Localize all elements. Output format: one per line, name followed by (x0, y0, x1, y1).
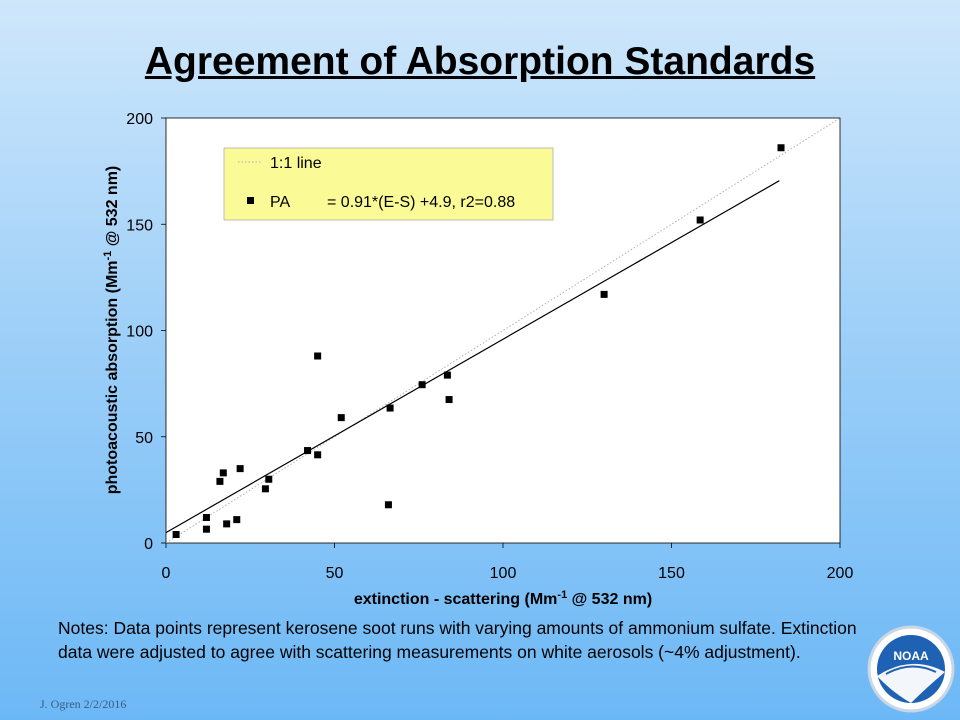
y-tick-label: 100 (126, 324, 153, 341)
data-point (445, 396, 453, 404)
y-tick-label: 50 (135, 430, 153, 447)
data-point (600, 290, 608, 298)
data-point (236, 465, 244, 473)
y-axis-ticks: 0 50 100 150 200 (126, 111, 166, 553)
data-point (386, 404, 394, 412)
noaa-logo-text: NOAA (893, 649, 929, 663)
data-point (223, 520, 231, 528)
legend-equation-pa: = 0.91*(E-S) +4.9, r2=0.88 (327, 194, 515, 211)
legend-box (223, 147, 554, 221)
data-point (216, 477, 224, 485)
x-tick-label: 150 (658, 565, 685, 582)
data-point (314, 451, 322, 459)
data-point (202, 514, 210, 521)
y-tick-label: 200 (126, 111, 153, 128)
legend: 1:1 line PA = 0.91*(E-S) +4.9, r2=0.88 (223, 147, 554, 221)
slide-footer: J. Ogren 2/2/2016 (40, 697, 127, 711)
data-point (384, 501, 392, 509)
noaa-logo: NOAA (867, 625, 955, 713)
data-point (233, 516, 241, 524)
data-point (219, 469, 227, 477)
x-tick-label: 0 (162, 565, 171, 582)
data-point (337, 414, 345, 422)
data-point (443, 371, 451, 379)
x-axis-label: extinction - scattering (Mm-1 @ 532 nm) (354, 589, 652, 608)
legend-swatch-pa (247, 197, 254, 204)
x-tick-label: 100 (490, 565, 517, 582)
data-point (777, 144, 785, 152)
y-axis-label: photoacoustic absorption (Mm-1 @ 532 nm) (102, 166, 121, 495)
legend-label-pa: PA (270, 194, 290, 211)
y-tick-label: 150 (126, 217, 153, 234)
x-tick-label: 50 (326, 565, 344, 582)
data-point (261, 485, 269, 493)
chart-lines (165, 117, 841, 544)
data-point (696, 216, 704, 224)
legend-label-1to1: 1:1 line (270, 155, 322, 172)
slide-title: Agreement of Absorption Standards (144, 40, 816, 83)
data-point (304, 447, 312, 455)
y-tick-label: 0 (144, 536, 153, 553)
data-points (172, 144, 785, 538)
data-point (265, 475, 273, 483)
data-point (172, 531, 180, 538)
data-point (202, 525, 210, 533)
fit-line (165, 180, 780, 534)
slide-notes: Notes: Data points represent kerosene so… (58, 618, 857, 662)
data-point (314, 352, 322, 360)
data-point (418, 381, 426, 389)
x-axis-ticks: 0 50 100 150 200 (162, 543, 854, 582)
x-tick-label: 200 (827, 565, 854, 582)
